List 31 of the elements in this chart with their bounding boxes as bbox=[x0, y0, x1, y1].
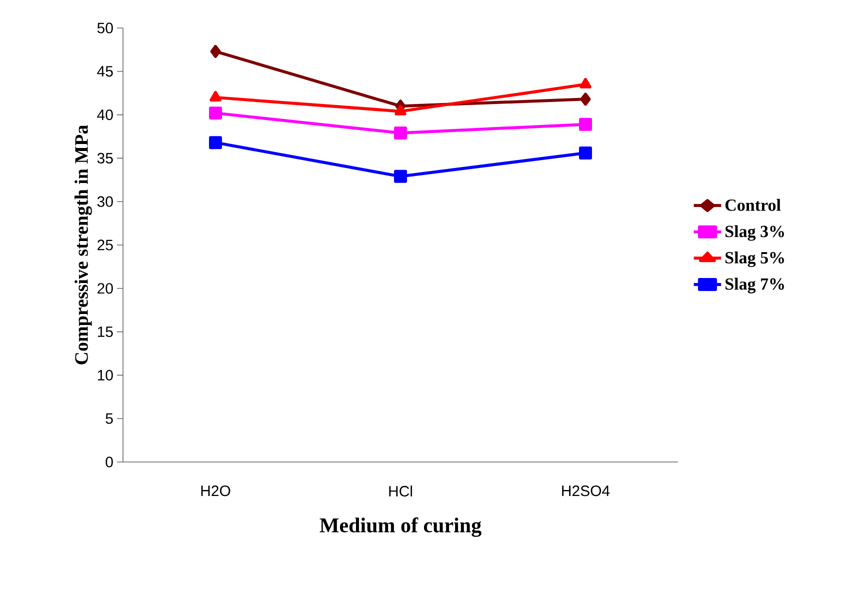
point bbox=[580, 92, 591, 106]
y-tick-label: 25 bbox=[98, 240, 113, 250]
point bbox=[579, 118, 592, 131]
y-tick-label: 5 bbox=[106, 413, 113, 424]
y-tick-label: 50 bbox=[97, 22, 113, 34]
y-tick-label: 35 bbox=[97, 152, 113, 164]
y-tick-label: 20 bbox=[98, 283, 113, 294]
point bbox=[210, 44, 221, 58]
legend-label: Slag 7% bbox=[726, 278, 784, 294]
point bbox=[209, 136, 222, 150]
y-tick-label: 0 bbox=[106, 456, 113, 468]
y-axis-title: Compressive strength in MPa bbox=[74, 125, 92, 364]
point bbox=[580, 78, 592, 88]
y-tick-label: 30 bbox=[97, 196, 113, 207]
legend-label: Control bbox=[725, 198, 781, 211]
y-tick-label: 10 bbox=[98, 370, 113, 381]
x-tick-label: HCl bbox=[389, 486, 412, 497]
point bbox=[209, 106, 222, 120]
legend-label: Slag 5% bbox=[726, 252, 784, 268]
point bbox=[394, 104, 406, 116]
point bbox=[394, 170, 408, 183]
x-axis-title: Medium of curing bbox=[320, 517, 482, 537]
y-tick-label: 45 bbox=[97, 66, 113, 77]
point bbox=[210, 90, 222, 102]
point bbox=[394, 126, 408, 140]
x-tick-label: H2O bbox=[201, 486, 230, 496]
x-tick-label: H2SO4 bbox=[562, 486, 610, 496]
point bbox=[579, 146, 592, 160]
y-tick-label: 40 bbox=[97, 109, 113, 120]
legend-label: Slag 3% bbox=[726, 225, 784, 241]
y-tick-label: 15 bbox=[98, 326, 113, 338]
